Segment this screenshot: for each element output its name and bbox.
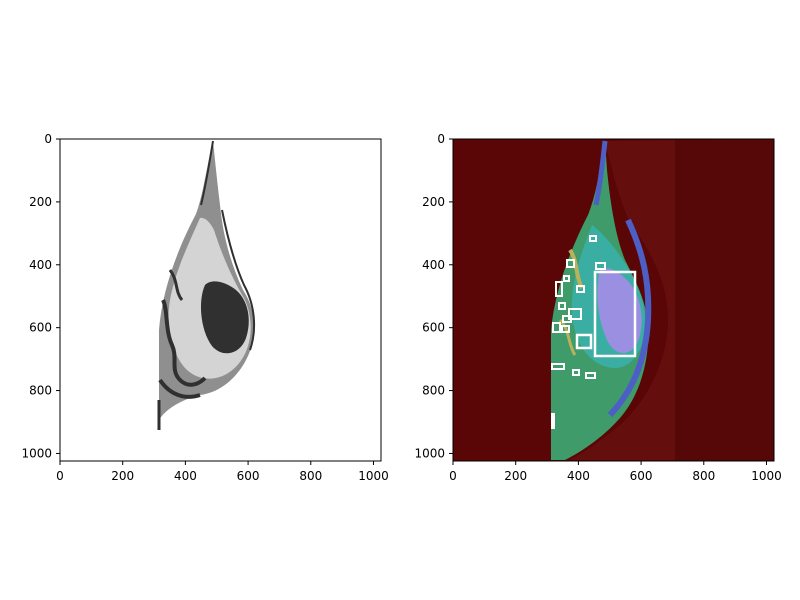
left-axes-frame [59,138,382,462]
y-tick-label: 400 [29,258,52,272]
detection-box [568,308,582,320]
detection-box [589,235,597,242]
detection-box [558,302,566,310]
y-tick-label: 200 [422,195,445,209]
detection-box-large [593,270,637,358]
right-panel [452,138,775,462]
left-image [60,139,381,461]
detection-box [595,262,606,270]
detection-box [566,259,575,268]
y-tick-label: 0 [44,132,52,146]
detection-box [551,363,565,370]
x-tick-label: 800 [299,469,322,483]
x-tick-label: 400 [567,469,590,483]
left-panel [59,138,382,462]
detection-box [575,333,593,350]
y-tick-label: 1000 [21,446,52,460]
detection-box [572,369,580,376]
detection-box [552,322,561,333]
x-tick-label: 600 [237,469,260,483]
y-tick-label: 1000 [414,446,445,460]
detection-boxes [551,235,637,379]
y-tick-label: 800 [422,384,445,398]
detection-box [576,285,585,293]
overlay-dense-region [597,267,642,354]
detection-box [563,275,570,282]
x-tick-label: 0 [56,469,64,483]
y-tick-label: 600 [422,321,445,335]
x-tick-label: 200 [111,469,134,483]
tick-layer: 0 200 400 600 800 1000 0 200 400 600 800 1000 0 200 40… [21,132,781,483]
y-tick-label: 200 [29,195,52,209]
x-tick-label: 600 [630,469,653,483]
y-tick-label: 800 [29,384,52,398]
tissue-dense-core [200,281,249,354]
x-tick-label: 1000 [358,469,389,483]
x-tick-label: 200 [504,469,527,483]
detection-box [585,372,596,379]
x-tick-label: 1000 [751,469,782,483]
detection-box [555,281,563,297]
right-image [453,139,774,461]
x-tick-label: 800 [692,469,715,483]
x-tick-label: 400 [174,469,197,483]
y-tick-label: 400 [422,258,445,272]
x-tick-label: 0 [449,469,457,483]
right-axes-frame [452,138,775,462]
y-tick-label: 0 [437,132,445,146]
detection-box [561,325,570,333]
y-tick-label: 600 [29,321,52,335]
detection-box [562,315,572,323]
